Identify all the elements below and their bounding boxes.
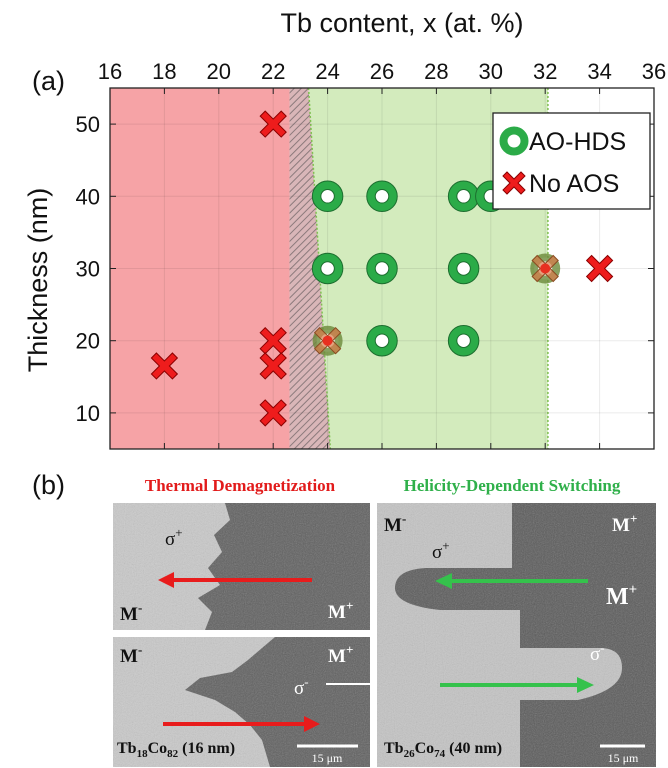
m-plus-label: M+ bbox=[612, 511, 637, 536]
x-tick-label: 18 bbox=[152, 59, 176, 84]
ao-hds-point bbox=[447, 252, 480, 285]
m-minus-label: M- bbox=[384, 511, 406, 536]
sigma-plus-label: σ+ bbox=[432, 538, 450, 563]
x-ticks: 16 18 20 22 24 26 28 30 32 34 36 bbox=[98, 59, 666, 449]
legend-label-ao-hds: AO-HDS bbox=[529, 128, 626, 156]
no-aos-point bbox=[259, 352, 287, 380]
thermal-demagnetization-region bbox=[110, 88, 290, 449]
no-aos-point bbox=[259, 110, 287, 138]
y-tick-label: 30 bbox=[76, 257, 100, 282]
green-arrow bbox=[440, 677, 594, 693]
m-plus-label: M+ bbox=[328, 642, 353, 667]
x-tick-label: 16 bbox=[98, 59, 122, 84]
helicity-dependent-switching-heading: Helicity-Dependent Switching bbox=[404, 476, 621, 495]
micrograph-right: M- M+ σ+ M+ σ- Tb26Co74 (40 nm) 15 μm bbox=[377, 503, 656, 767]
ao-hds-point bbox=[447, 180, 480, 213]
shaded-regions bbox=[110, 87, 549, 450]
ao-hds-point bbox=[366, 252, 398, 285]
panel-a-label: (a) bbox=[32, 66, 65, 96]
hds-region bbox=[308, 88, 548, 449]
x-tick-label: 20 bbox=[207, 59, 231, 84]
legend: AO-HDS No AOS bbox=[492, 112, 651, 210]
x-tick-label: 30 bbox=[479, 59, 503, 84]
no-aos-point bbox=[259, 326, 287, 355]
micrograph-top-left: σ+ M- M+ bbox=[113, 503, 370, 630]
y-tick-label: 10 bbox=[76, 401, 100, 426]
legend-x-marker bbox=[502, 171, 526, 195]
scale-label: 15 μm bbox=[608, 751, 639, 765]
mixed-point bbox=[312, 325, 343, 356]
plot-frame bbox=[109, 87, 655, 450]
panel-b-label: (b) bbox=[32, 470, 65, 500]
legend-ring-marker bbox=[499, 126, 529, 156]
sample-label: Tb26Co74 (40 nm) bbox=[384, 740, 502, 760]
x-tick-label: 36 bbox=[642, 59, 666, 84]
ao-hds-point bbox=[366, 180, 398, 213]
thermal-demagnetization-heading: Thermal Demagnetization bbox=[145, 476, 336, 495]
ao-hds-point bbox=[311, 252, 344, 285]
mixed-point bbox=[530, 253, 561, 284]
red-arrow bbox=[158, 572, 312, 588]
sigma-minus-label: σ- bbox=[590, 640, 605, 665]
x-tick-label: 34 bbox=[587, 59, 611, 84]
m-minus-label: M- bbox=[120, 600, 142, 625]
no-aos-point bbox=[259, 399, 287, 427]
x-tick-label: 32 bbox=[533, 59, 557, 84]
m-plus-label: M+ bbox=[328, 598, 353, 623]
x-axis-label: Tb content, x (at. %) bbox=[280, 8, 523, 38]
x-tick-label: 24 bbox=[315, 59, 339, 84]
m-plus-center-label: M+ bbox=[606, 582, 637, 610]
no-aos-point bbox=[150, 352, 179, 380]
sigma-minus-label: σ- bbox=[294, 674, 309, 699]
legend-label-no-aos: No AOS bbox=[529, 170, 619, 198]
y-axis-label: Thickness (nm) bbox=[23, 188, 53, 373]
y-ticks: 10 20 30 40 50 bbox=[76, 112, 654, 426]
y-tick-label: 50 bbox=[76, 112, 100, 137]
x-tick-label: 26 bbox=[370, 59, 394, 84]
sample-label: Tb18Co82 (16 nm) bbox=[117, 740, 235, 760]
no-aos-point bbox=[585, 254, 614, 283]
transition-hatched-region bbox=[289, 88, 331, 449]
x-tick-label: 28 bbox=[424, 59, 448, 84]
micrograph-bottom-left: M- M+ σ- Tb18Co82 (16 nm) 15 μm bbox=[113, 637, 370, 767]
green-arrow bbox=[435, 573, 588, 589]
y-tick-label: 20 bbox=[76, 329, 100, 354]
y-tick-label: 40 bbox=[76, 184, 100, 209]
scale-label: 15 μm bbox=[312, 751, 343, 765]
ao-hds-point bbox=[366, 324, 398, 357]
sigma-plus-label: σ+ bbox=[165, 525, 183, 550]
m-minus-label: M- bbox=[120, 642, 142, 667]
x-tick-label: 22 bbox=[261, 59, 285, 84]
ao-hds-point bbox=[447, 324, 480, 357]
ao-hds-point bbox=[311, 180, 344, 213]
red-arrow bbox=[163, 716, 320, 732]
